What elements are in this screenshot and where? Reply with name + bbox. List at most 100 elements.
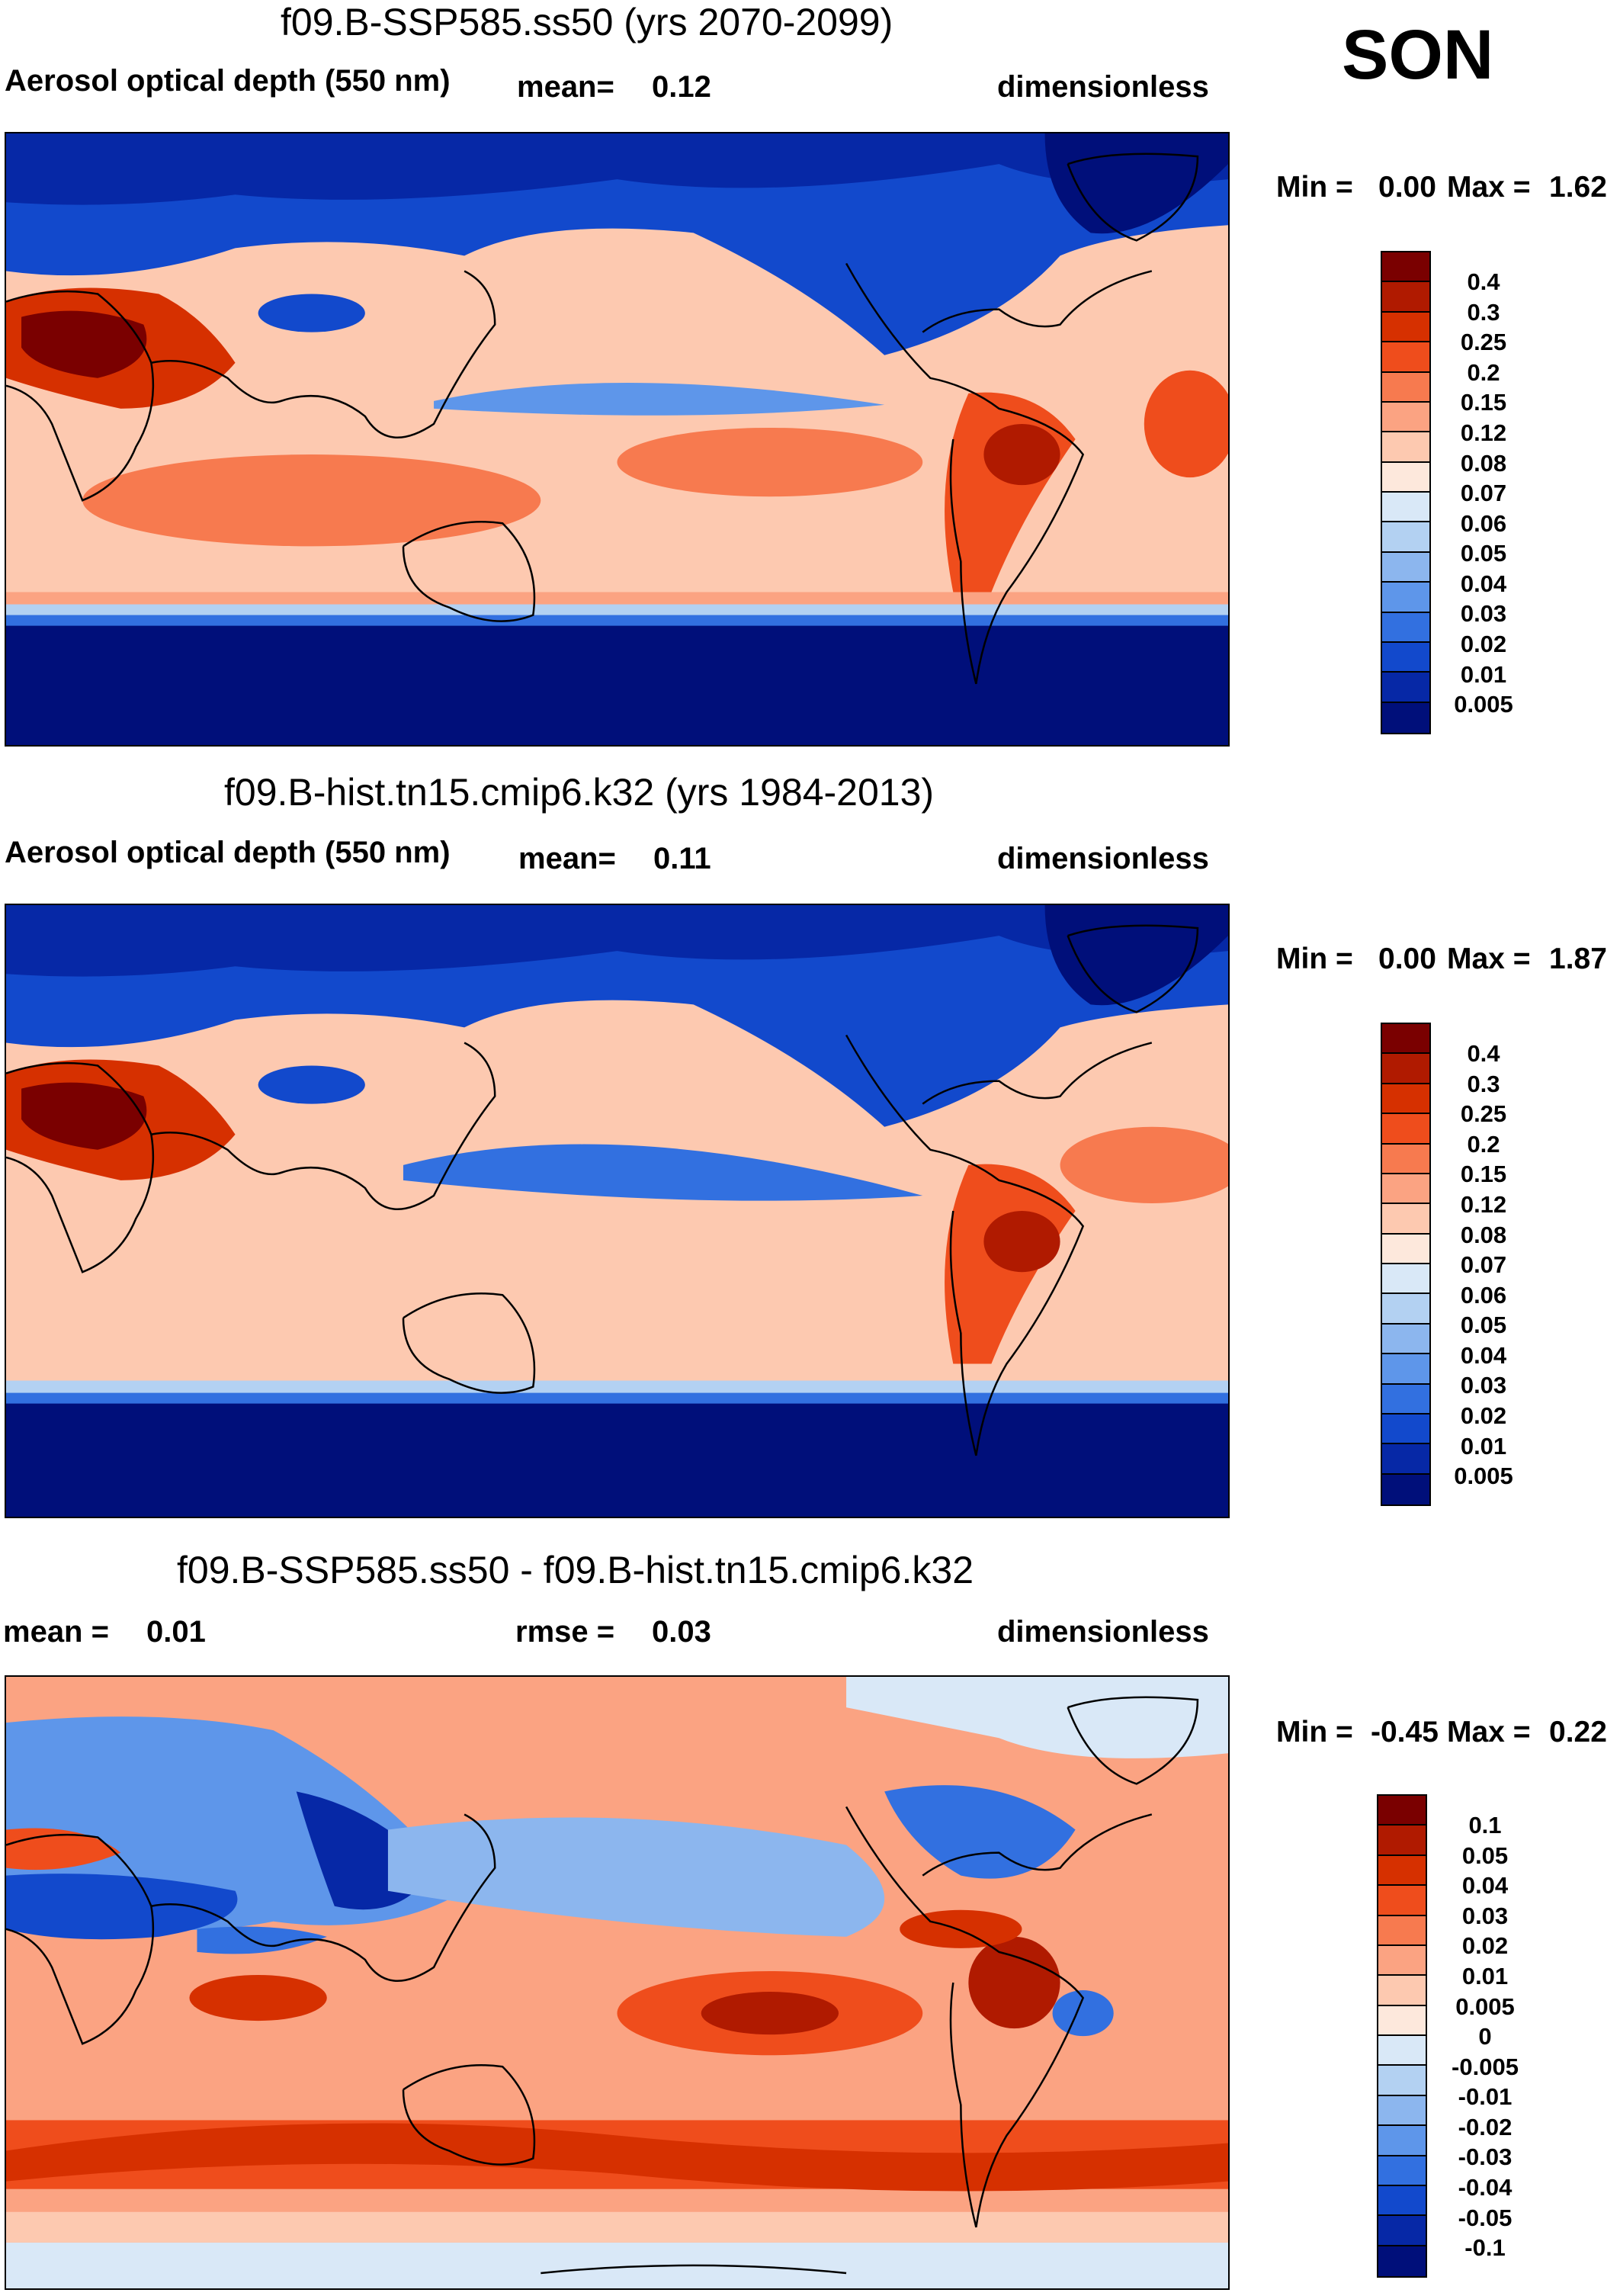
colorbar-swatch xyxy=(1378,1855,1426,1887)
colorbar-swatch xyxy=(1382,612,1429,643)
rmse-label: rmse = xyxy=(515,1615,615,1649)
variable-label: Aerosol optical depth (550 nm) xyxy=(5,836,451,869)
mean-label: mean= xyxy=(517,70,614,104)
colorbar-swatch xyxy=(1378,2126,1426,2156)
min-label: Min = xyxy=(1276,171,1353,204)
colorbar-swatch xyxy=(1378,1886,1426,1916)
tick: 0.05 xyxy=(1460,540,1507,567)
tick: -0.04 xyxy=(1458,2174,1513,2201)
units-label: dimensionless xyxy=(997,1615,1209,1649)
colorbar-difference xyxy=(1377,1794,1427,2278)
tick: -0.01 xyxy=(1458,2083,1513,2110)
colorbar-swatch xyxy=(1382,1234,1429,1264)
colorbar-segments xyxy=(1382,252,1429,733)
colorbar-swatch xyxy=(1382,1054,1429,1084)
tick: 0.4 xyxy=(1467,1040,1500,1067)
colorbar-segments xyxy=(1382,1024,1429,1504)
tick: 0.1 xyxy=(1468,1812,1502,1838)
tick: 0.15 xyxy=(1460,389,1507,416)
aod-map-future xyxy=(5,132,1230,747)
units-label: dimensionless xyxy=(997,842,1209,875)
colorbar-swatch xyxy=(1382,1144,1429,1174)
tick: 0.01 xyxy=(1460,661,1507,688)
tick: 0.04 xyxy=(1460,570,1507,597)
colorbar-swatch xyxy=(1382,552,1429,583)
colorbar-swatch xyxy=(1382,462,1429,493)
colorbar-swatch xyxy=(1382,282,1429,313)
colorbar-swatch xyxy=(1378,1915,1426,1946)
colorbar-swatch xyxy=(1378,1796,1426,1826)
tick: 0.03 xyxy=(1461,1903,1509,1929)
colorbar-swatch xyxy=(1382,1474,1429,1504)
mean-value: 0.12 xyxy=(652,70,711,104)
tick: 0.2 xyxy=(1467,1131,1500,1158)
tick: 0.01 xyxy=(1460,1433,1507,1459)
tick: 0.25 xyxy=(1460,329,1507,355)
min-label: Min = xyxy=(1276,942,1353,975)
colorbar-swatch xyxy=(1378,2095,1426,2127)
colorbar-swatch xyxy=(1378,2185,1426,2217)
tick: 0.05 xyxy=(1461,1842,1509,1869)
panel-title: f09.B-hist.tn15.cmip6.k32 (yrs 1984-2013… xyxy=(224,771,935,814)
tick: 0.3 xyxy=(1467,299,1500,326)
colorbar-swatch xyxy=(1382,1204,1429,1235)
max-value: 1.62 xyxy=(1549,171,1607,204)
mean-label: mean = xyxy=(3,1615,109,1649)
tick: 0.12 xyxy=(1460,1191,1507,1218)
colorbar-swatch xyxy=(1382,493,1429,523)
colorbar-swatch xyxy=(1382,1384,1429,1415)
colorbar-swatch xyxy=(1382,342,1429,373)
max-value: 1.87 xyxy=(1549,942,1607,975)
colorbar-swatch xyxy=(1382,1414,1429,1445)
colorbar-swatch xyxy=(1382,432,1429,463)
colorbar-swatch xyxy=(1382,1264,1429,1295)
colorbar-swatch xyxy=(1382,1024,1429,1055)
tick: 0.07 xyxy=(1460,1251,1507,1278)
colorbar-swatch xyxy=(1382,1324,1429,1355)
tick: -0.03 xyxy=(1458,2143,1513,2170)
aod-difference-map xyxy=(5,1675,1230,2290)
colorbar-swatch xyxy=(1382,1444,1429,1475)
max-value: 0.22 xyxy=(1549,1716,1607,1748)
tick: 0.15 xyxy=(1460,1161,1507,1187)
min-value: 0.00 xyxy=(1378,171,1436,204)
rmse-value: 0.03 xyxy=(652,1615,711,1649)
tick: 0.08 xyxy=(1460,450,1507,477)
units-label: dimensionless xyxy=(997,70,1209,104)
colorbar-swatch xyxy=(1378,2156,1426,2186)
colorbar-top xyxy=(1381,251,1431,734)
colorbar-swatch xyxy=(1378,2036,1426,2066)
season-label: SON xyxy=(1342,16,1494,94)
tick: 0.2 xyxy=(1467,359,1500,386)
colorbar-swatch xyxy=(1382,1294,1429,1325)
colorbar-swatch xyxy=(1382,642,1429,673)
tick: 0.04 xyxy=(1461,1872,1509,1899)
tick: 0.03 xyxy=(1460,600,1507,627)
tick: 0.03 xyxy=(1460,1372,1507,1398)
colorbar-swatch xyxy=(1378,1826,1426,1856)
tick: -0.05 xyxy=(1458,2204,1513,2231)
colorbar-swatch xyxy=(1382,372,1429,403)
tick: 0.07 xyxy=(1460,480,1507,506)
colorbar-segments xyxy=(1378,1796,1426,2276)
tick: 0.005 xyxy=(1454,691,1513,718)
panel-title: f09.B-SSP585.ss50 (yrs 2070-2099) xyxy=(281,1,893,43)
min-value: -0.45 xyxy=(1371,1716,1439,1748)
tick: 0.06 xyxy=(1460,1282,1507,1309)
tick: 0.005 xyxy=(1455,1993,1515,2020)
min-value: 0.00 xyxy=(1378,942,1436,975)
colorbar-swatch xyxy=(1382,673,1429,703)
colorbar-swatch xyxy=(1378,1945,1426,1976)
max-label: Max = xyxy=(1447,1716,1531,1748)
colorbar-swatch xyxy=(1378,2216,1426,2246)
colorbar-middle xyxy=(1381,1023,1431,1506)
mean-value: 0.01 xyxy=(146,1615,206,1649)
colorbar-swatch xyxy=(1378,2066,1426,2096)
mean-label: mean= xyxy=(518,842,616,875)
tick: 0.02 xyxy=(1460,1402,1507,1429)
max-label: Max = xyxy=(1447,942,1531,975)
tick: 0.005 xyxy=(1454,1463,1513,1489)
colorbar-swatch xyxy=(1378,2246,1426,2276)
max-label: Max = xyxy=(1447,171,1531,204)
tick: -0.02 xyxy=(1458,2114,1513,2140)
